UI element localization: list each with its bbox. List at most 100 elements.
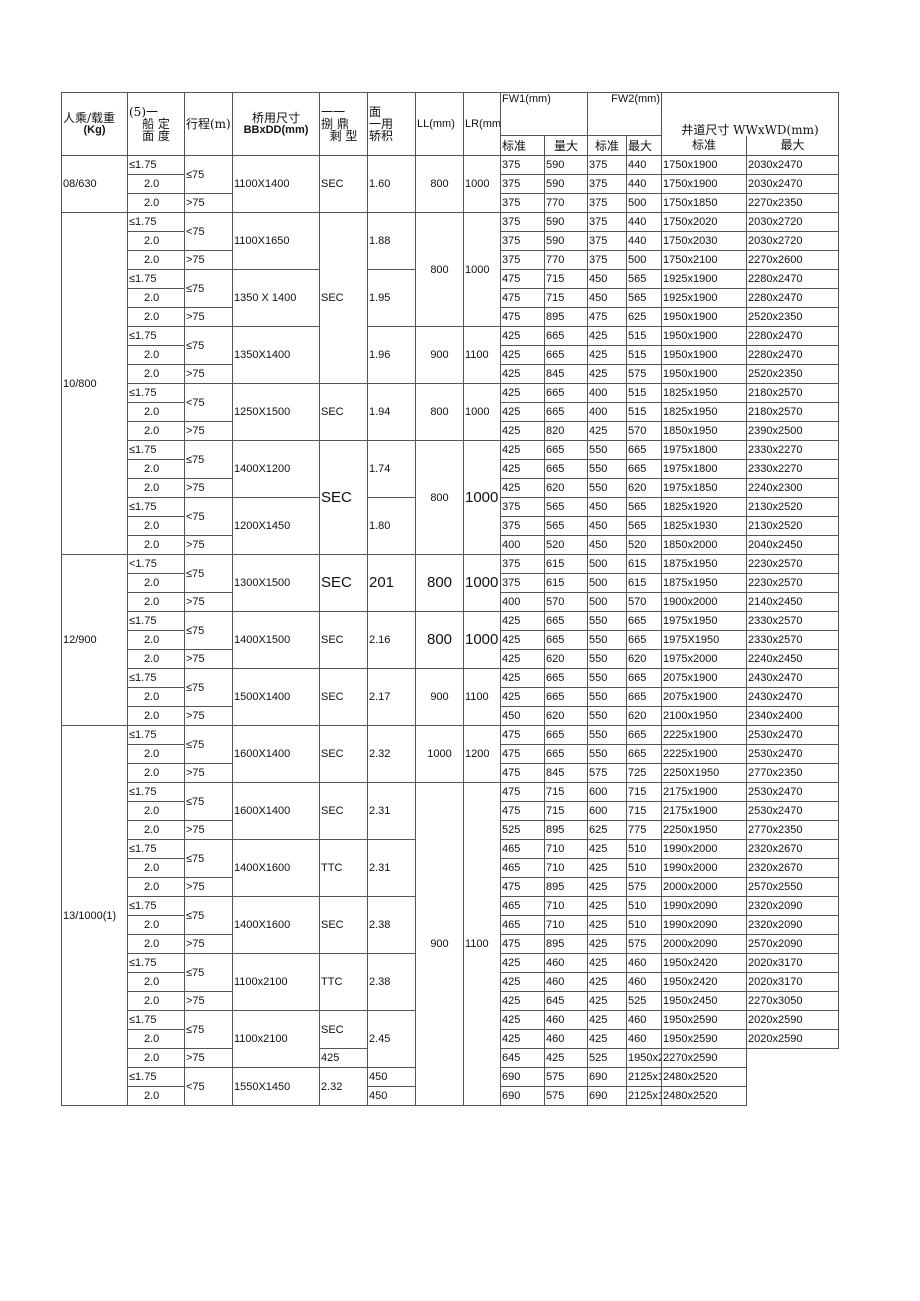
speed-cell: ≤1.75 [127, 326, 185, 346]
table-row: 2.0 >75 375 770 375 500 1750x2100 2270x2600 [62, 250, 840, 270]
header-travel: 行程(m) [184, 92, 233, 156]
fw2-std-cell: 550 [587, 725, 627, 745]
speed-cell: 2.0 [127, 934, 185, 954]
car-size-cell: 1100x2100 [232, 953, 320, 1011]
fw2-std-cell: 575 [587, 763, 627, 783]
fw2-max-cell: 690 [587, 1086, 627, 1106]
table-row: 13/1000(1) ≤1.75 ≤75 1600X1400 SEC 2.32 1000 12… [61, 725, 840, 1106]
hoistway-std-cell: 2075x1900 [661, 668, 747, 688]
hoistway-std-cell: 1925x1900 [661, 288, 747, 308]
fw2-std-cell: 425 [587, 972, 627, 992]
fw1-max-cell: 460 [544, 972, 588, 992]
speed-cell: 2.0 [127, 459, 185, 479]
hoistway-max-cell: 2390x2500 [745, 421, 840, 441]
table-row: 2.0 425 665 550 665 1975X1950 2330x2570 [62, 630, 840, 650]
travel-cell: ≤75 [184, 782, 233, 821]
hoistway-max-cell: 2270x3050 [745, 991, 840, 1011]
fw2-std-cell: 425 [587, 421, 627, 441]
hoistway-std-cell: 2000x2090 [661, 934, 747, 954]
fw2-max-cell: 460 [626, 1010, 662, 1030]
fw1-std-cell: 475 [500, 782, 545, 802]
table-row: ≤1.75 ≤75 1400X1200 SEC 1.74 800 1000 425 665 550… [62, 440, 840, 555]
hoistway-std-cell: 2225x1900 [661, 744, 747, 764]
lr-cell: 1100 [463, 782, 501, 1106]
load-cell: 08/630 [61, 155, 128, 213]
fw1-max-cell: 665 [544, 459, 588, 479]
fw2-std-cell: 375 [587, 193, 627, 213]
area-cell: 2.17 [367, 668, 416, 726]
speed-cell: 2.0 [127, 288, 185, 308]
hoistway-std-cell: 1950x1900 [661, 345, 747, 365]
fw2-max-cell: 575 [626, 877, 662, 897]
type-cell: SEC [319, 212, 368, 384]
hoistway-max-cell: 2320x2670 [745, 839, 840, 859]
speed-cell: 2.0 [127, 744, 185, 764]
fw2-max-cell: 565 [626, 497, 662, 517]
hoistway-max-cell: 2180x2570 [745, 402, 840, 422]
ll-cell: 800 [415, 383, 464, 441]
fw2-std-cell: 375 [587, 174, 627, 194]
travel-cell: >75 [184, 364, 233, 384]
fw2-max-cell: 665 [626, 440, 662, 460]
hoistway-std-cell: 1990x2000 [661, 839, 747, 859]
hoistway-max-cell: 2480x2520 [661, 1067, 747, 1087]
hoistway-std-cell: 1925x1900 [661, 269, 747, 289]
hoistway-std-cell: 1950x2420 [661, 953, 747, 973]
fw1-std-cell: 465 [500, 915, 545, 935]
hoistway-std-cell: 1875x1950 [661, 573, 747, 593]
hoistway-max-cell: 2520x2350 [745, 307, 840, 327]
fw1-max-cell: 845 [544, 763, 588, 783]
lr-cell: 1000 [463, 611, 501, 669]
fw2-max-cell: 620 [626, 478, 662, 498]
ll-cell: 1000 [415, 725, 464, 783]
car-size-cell: 1250X1500 [232, 383, 320, 441]
hoistway-max-cell: 2180x2570 [745, 383, 840, 403]
hoistway-std-cell: 1950x1900 [661, 364, 747, 384]
speed-cell: 2.0 [127, 573, 185, 593]
fw1-std-cell: 425 [500, 440, 545, 460]
travel-cell: ≤75 [184, 554, 233, 593]
fw1-max-cell: 590 [544, 231, 588, 251]
fw1-std-cell: 425 [500, 649, 545, 669]
speed-cell: ≤1.75 [127, 782, 185, 802]
area-cell: 1.74 [367, 440, 416, 498]
hoistway-std-cell: 2175x1900 [661, 782, 747, 802]
header-car-size: 桥用尺寸 BBxDD(mm) [232, 92, 320, 156]
fw2-max-cell: 665 [626, 611, 662, 631]
speed-cell: ≤1.75 [127, 611, 185, 631]
fw2-max-cell: 725 [626, 763, 662, 783]
fw2-max-cell: 440 [626, 231, 662, 251]
hoistway-max-cell: 2430x2470 [745, 687, 840, 707]
elevator-spec-table: 人乘/载重 (Kg) (5)一船 定面 度 行程(m) 桥用尺寸 BBxDD(mm)… [61, 92, 840, 1106]
lr-cell: 1200 [463, 725, 501, 783]
speed-cell: 2.0 [127, 1048, 185, 1068]
fw2-max-cell: 575 [626, 364, 662, 384]
ll-cell: 900 [415, 668, 464, 726]
fw2-std-cell: 425 [587, 1029, 627, 1049]
table-row: 2.0 >75 425 820 425 570 1850x1950 2390x2500 [62, 421, 840, 441]
area-cell: 1.94 [367, 383, 416, 441]
fw1-max-cell: 460 [544, 1029, 588, 1049]
fw2-std-cell: 425 [587, 915, 627, 935]
fw1-max-cell: 710 [544, 915, 588, 935]
travel-cell: >75 [184, 763, 233, 783]
hoistway-max-cell: 2530x2470 [745, 782, 840, 802]
table-row: ≤1.75 <75 1250X1500 SEC 1.94 800 1000 425 665 400… [62, 383, 840, 441]
hoistway-max-cell: 2280x2470 [745, 288, 840, 308]
fw2-std-cell: 550 [587, 668, 627, 688]
hoistway-max-cell: 2530x2470 [745, 725, 840, 745]
fw2-max-cell: 690 [587, 1067, 627, 1087]
hoistway-max-cell: 2430x2470 [745, 668, 840, 688]
fw1-max-cell: 590 [544, 212, 588, 232]
fw1-max-cell: 520 [544, 535, 588, 555]
table-row: 2.0 >75 475 895 475 625 1950x1900 2520x2350 [62, 307, 840, 327]
fw2-std-cell: 450 [587, 535, 627, 555]
ll-cell: 800 [415, 212, 464, 327]
speed-cell: 2.0 [127, 478, 185, 498]
table-row: 2.0 >75 400 520 450 520 1850x2000 2040x2450 [62, 535, 840, 555]
fw2-max-cell: 565 [626, 516, 662, 536]
travel-cell: >75 [184, 478, 233, 498]
fw2-std-cell: 425 [587, 364, 627, 384]
hoistway-max-cell: 2480x2520 [661, 1086, 747, 1106]
hoistway-max-cell: 2130x2520 [745, 516, 840, 536]
